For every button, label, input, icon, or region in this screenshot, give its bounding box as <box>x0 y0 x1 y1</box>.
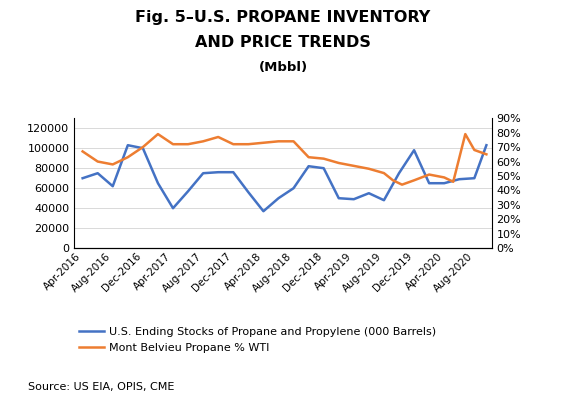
Text: AND PRICE TRENDS: AND PRICE TRENDS <box>195 35 371 50</box>
Mont Belvieu Propane % WTI <box>245 142 252 147</box>
Mont Belvieu Propane % WTI <box>155 132 161 136</box>
U.S. Ending Stocks of Propane and Propylene (000 Barrels) <box>275 196 282 201</box>
U.S. Ending Stocks of Propane and Propylene (000 Barrels) <box>79 176 86 180</box>
U.S. Ending Stocks of Propane and Propylene (000 Barrels) <box>380 198 387 203</box>
U.S. Ending Stocks of Propane and Propylene (000 Barrels) <box>483 143 490 148</box>
U.S. Ending Stocks of Propane and Propylene (000 Barrels) <box>215 170 222 175</box>
Line: Mont Belvieu Propane % WTI: Mont Belvieu Propane % WTI <box>83 134 486 185</box>
Legend: U.S. Ending Stocks of Propane and Propylene (000 Barrels), Mont Belvieu Propane : U.S. Ending Stocks of Propane and Propyl… <box>79 327 436 353</box>
Mont Belvieu Propane % WTI <box>398 182 405 187</box>
Mont Belvieu Propane % WTI <box>170 142 177 147</box>
Mont Belvieu Propane % WTI <box>230 142 237 147</box>
Mont Belvieu Propane % WTI <box>260 140 267 145</box>
U.S. Ending Stocks of Propane and Propylene (000 Barrels) <box>260 209 267 214</box>
Mont Belvieu Propane % WTI <box>125 155 131 160</box>
Mont Belvieu Propane % WTI <box>366 166 372 171</box>
Mont Belvieu Propane % WTI <box>450 179 457 184</box>
Mont Belvieu Propane % WTI <box>411 178 418 183</box>
Mont Belvieu Propane % WTI <box>275 139 282 144</box>
Mont Belvieu Propane % WTI <box>335 161 342 165</box>
Mont Belvieu Propane % WTI <box>139 145 146 149</box>
U.S. Ending Stocks of Propane and Propylene (000 Barrels) <box>125 143 131 148</box>
Mont Belvieu Propane % WTI <box>462 132 469 136</box>
Text: (Mbbl): (Mbbl) <box>259 61 307 74</box>
Mont Belvieu Propane % WTI <box>426 172 432 177</box>
U.S. Ending Stocks of Propane and Propylene (000 Barrels) <box>95 171 101 176</box>
U.S. Ending Stocks of Propane and Propylene (000 Barrels) <box>155 181 161 186</box>
U.S. Ending Stocks of Propane and Propylene (000 Barrels) <box>335 196 342 201</box>
Mont Belvieu Propane % WTI <box>200 139 207 144</box>
Mont Belvieu Propane % WTI <box>350 164 357 168</box>
U.S. Ending Stocks of Propane and Propylene (000 Barrels) <box>396 171 402 176</box>
Mont Belvieu Propane % WTI <box>79 149 86 154</box>
Mont Belvieu Propane % WTI <box>109 162 116 167</box>
U.S. Ending Stocks of Propane and Propylene (000 Barrels) <box>350 197 357 202</box>
U.S. Ending Stocks of Propane and Propylene (000 Barrels) <box>245 190 252 195</box>
U.S. Ending Stocks of Propane and Propylene (000 Barrels) <box>170 206 177 210</box>
U.S. Ending Stocks of Propane and Propylene (000 Barrels) <box>426 181 432 186</box>
Mont Belvieu Propane % WTI <box>471 148 478 152</box>
Text: Source: US EIA, OPIS, CME: Source: US EIA, OPIS, CME <box>28 382 175 392</box>
Mont Belvieu Propane % WTI <box>483 152 490 157</box>
U.S. Ending Stocks of Propane and Propylene (000 Barrels) <box>471 176 478 180</box>
Mont Belvieu Propane % WTI <box>305 155 312 160</box>
U.S. Ending Stocks of Propane and Propylene (000 Barrels) <box>109 184 116 189</box>
U.S. Ending Stocks of Propane and Propylene (000 Barrels) <box>366 191 372 195</box>
Text: Fig. 5–U.S. PROPANE INVENTORY: Fig. 5–U.S. PROPANE INVENTORY <box>135 10 431 25</box>
U.S. Ending Stocks of Propane and Propylene (000 Barrels) <box>290 186 297 191</box>
U.S. Ending Stocks of Propane and Propylene (000 Barrels) <box>305 164 312 169</box>
U.S. Ending Stocks of Propane and Propylene (000 Barrels) <box>139 146 146 151</box>
Mont Belvieu Propane % WTI <box>185 142 191 147</box>
Mont Belvieu Propane % WTI <box>290 139 297 144</box>
Mont Belvieu Propane % WTI <box>95 159 101 164</box>
Line: U.S. Ending Stocks of Propane and Propylene (000 Barrels): U.S. Ending Stocks of Propane and Propyl… <box>83 145 486 211</box>
Mont Belvieu Propane % WTI <box>441 175 448 180</box>
U.S. Ending Stocks of Propane and Propylene (000 Barrels) <box>230 170 237 175</box>
U.S. Ending Stocks of Propane and Propylene (000 Barrels) <box>441 181 448 186</box>
Mont Belvieu Propane % WTI <box>215 135 222 139</box>
Mont Belvieu Propane % WTI <box>389 178 396 183</box>
U.S. Ending Stocks of Propane and Propylene (000 Barrels) <box>200 171 207 176</box>
U.S. Ending Stocks of Propane and Propylene (000 Barrels) <box>185 189 191 193</box>
U.S. Ending Stocks of Propane and Propylene (000 Barrels) <box>411 148 418 152</box>
Mont Belvieu Propane % WTI <box>320 156 327 161</box>
Mont Belvieu Propane % WTI <box>380 171 387 175</box>
U.S. Ending Stocks of Propane and Propylene (000 Barrels) <box>456 177 462 182</box>
U.S. Ending Stocks of Propane and Propylene (000 Barrels) <box>320 166 327 171</box>
